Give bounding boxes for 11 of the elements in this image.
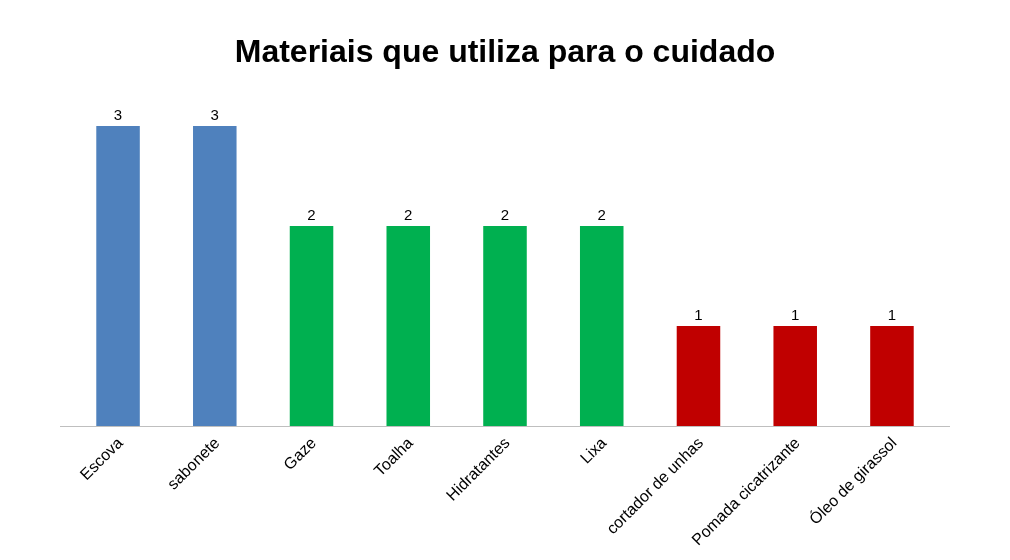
x-tick-label: Lixa xyxy=(576,433,610,467)
data-label: 2 xyxy=(597,206,606,223)
data-label: 1 xyxy=(694,306,703,323)
data-label: 2 xyxy=(500,206,510,223)
data-label: 3 xyxy=(113,106,123,123)
data-label: 3 xyxy=(210,106,219,123)
data-label: 1 xyxy=(791,306,800,323)
chart-title: Materiais que utiliza para o cuidado xyxy=(234,32,776,69)
data-label: 2 xyxy=(307,206,316,223)
data-label: 1 xyxy=(887,306,897,323)
data-label: 2 xyxy=(404,206,413,223)
